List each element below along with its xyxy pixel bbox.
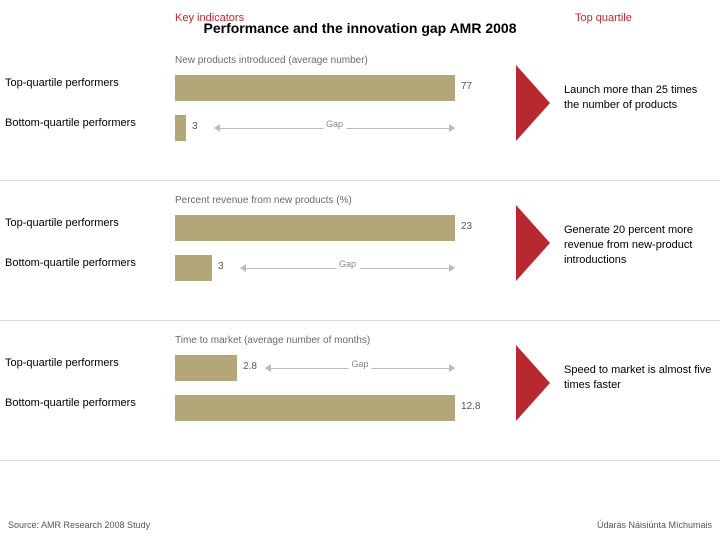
metric-title: Percent revenue from new products (%): [175, 195, 352, 206]
bar-bottom-value: 3: [192, 121, 198, 132]
bottom-quartile-row-label: Bottom-quartile performers: [0, 257, 165, 269]
gap-indicator: Gap: [214, 121, 455, 135]
bar-bottom: [175, 255, 212, 281]
bar-bottom-value: 3: [218, 261, 224, 272]
bottom-quartile-row-label: Bottom-quartile performers: [0, 117, 165, 129]
gap-indicator: Gap: [265, 361, 455, 375]
chart-section: New products introduced (average number)…: [0, 55, 720, 175]
chart-section: Percent revenue from new products (%) Top…: [0, 195, 720, 315]
gap-indicator: Gap: [240, 261, 455, 275]
bar-top-value: 77: [461, 81, 472, 92]
arrow-left-icon: [265, 364, 271, 372]
metric-title: New products introduced (average number): [175, 55, 368, 66]
callout-text: Launch more than 25 times the number of …: [564, 83, 714, 113]
source-text: Source: AMR Research 2008 Study: [8, 520, 150, 530]
section-divider: [0, 460, 720, 461]
bar-top: [175, 215, 455, 241]
bar-area: 2.812.8Gap: [175, 351, 475, 431]
bottom-quartile-row-label: Bottom-quartile performers: [0, 397, 165, 409]
triangle-icon: [516, 205, 550, 281]
top-quartile-row-label: Top-quartile performers: [0, 357, 165, 369]
chart-section: Time to market (average number of months…: [0, 335, 720, 455]
triangle-icon: [516, 345, 550, 421]
bar-top-value: 2.8: [243, 361, 257, 372]
callout-text: Speed to market is almost five times fas…: [564, 363, 714, 393]
page-title: Performance and the innovation gap AMR 2…: [0, 20, 720, 36]
bar-bottom-value: 12.8: [461, 401, 480, 412]
arrow-right-icon: [449, 124, 455, 132]
bar-area: 77 3 Gap: [175, 71, 475, 151]
arrow-right-icon: [449, 364, 455, 372]
section-divider: [0, 180, 720, 181]
gap-label: Gap: [348, 359, 371, 369]
arrow-left-icon: [214, 124, 220, 132]
arrow-left-icon: [240, 264, 246, 272]
bar-bottom: [175, 115, 186, 141]
triangle-icon: [516, 65, 550, 141]
gap-label: Gap: [336, 259, 359, 269]
footer-right-text: Údarás Náisiúnta Míchumais: [597, 520, 712, 530]
top-quartile-row-label: Top-quartile performers: [0, 217, 165, 229]
section-divider: [0, 320, 720, 321]
gap-label: Gap: [323, 119, 346, 129]
metric-title: Time to market (average number of months…: [175, 335, 370, 346]
bar-bottom: [175, 395, 455, 421]
arrow-right-icon: [449, 264, 455, 272]
callout-text: Generate 20 percent more revenue from ne…: [564, 223, 714, 268]
bar-area: 23 3 Gap: [175, 211, 475, 291]
bar-top-value: 23: [461, 221, 472, 232]
bar-top: [175, 75, 455, 101]
bar-top: [175, 355, 237, 381]
top-quartile-row-label: Top-quartile performers: [0, 77, 165, 89]
